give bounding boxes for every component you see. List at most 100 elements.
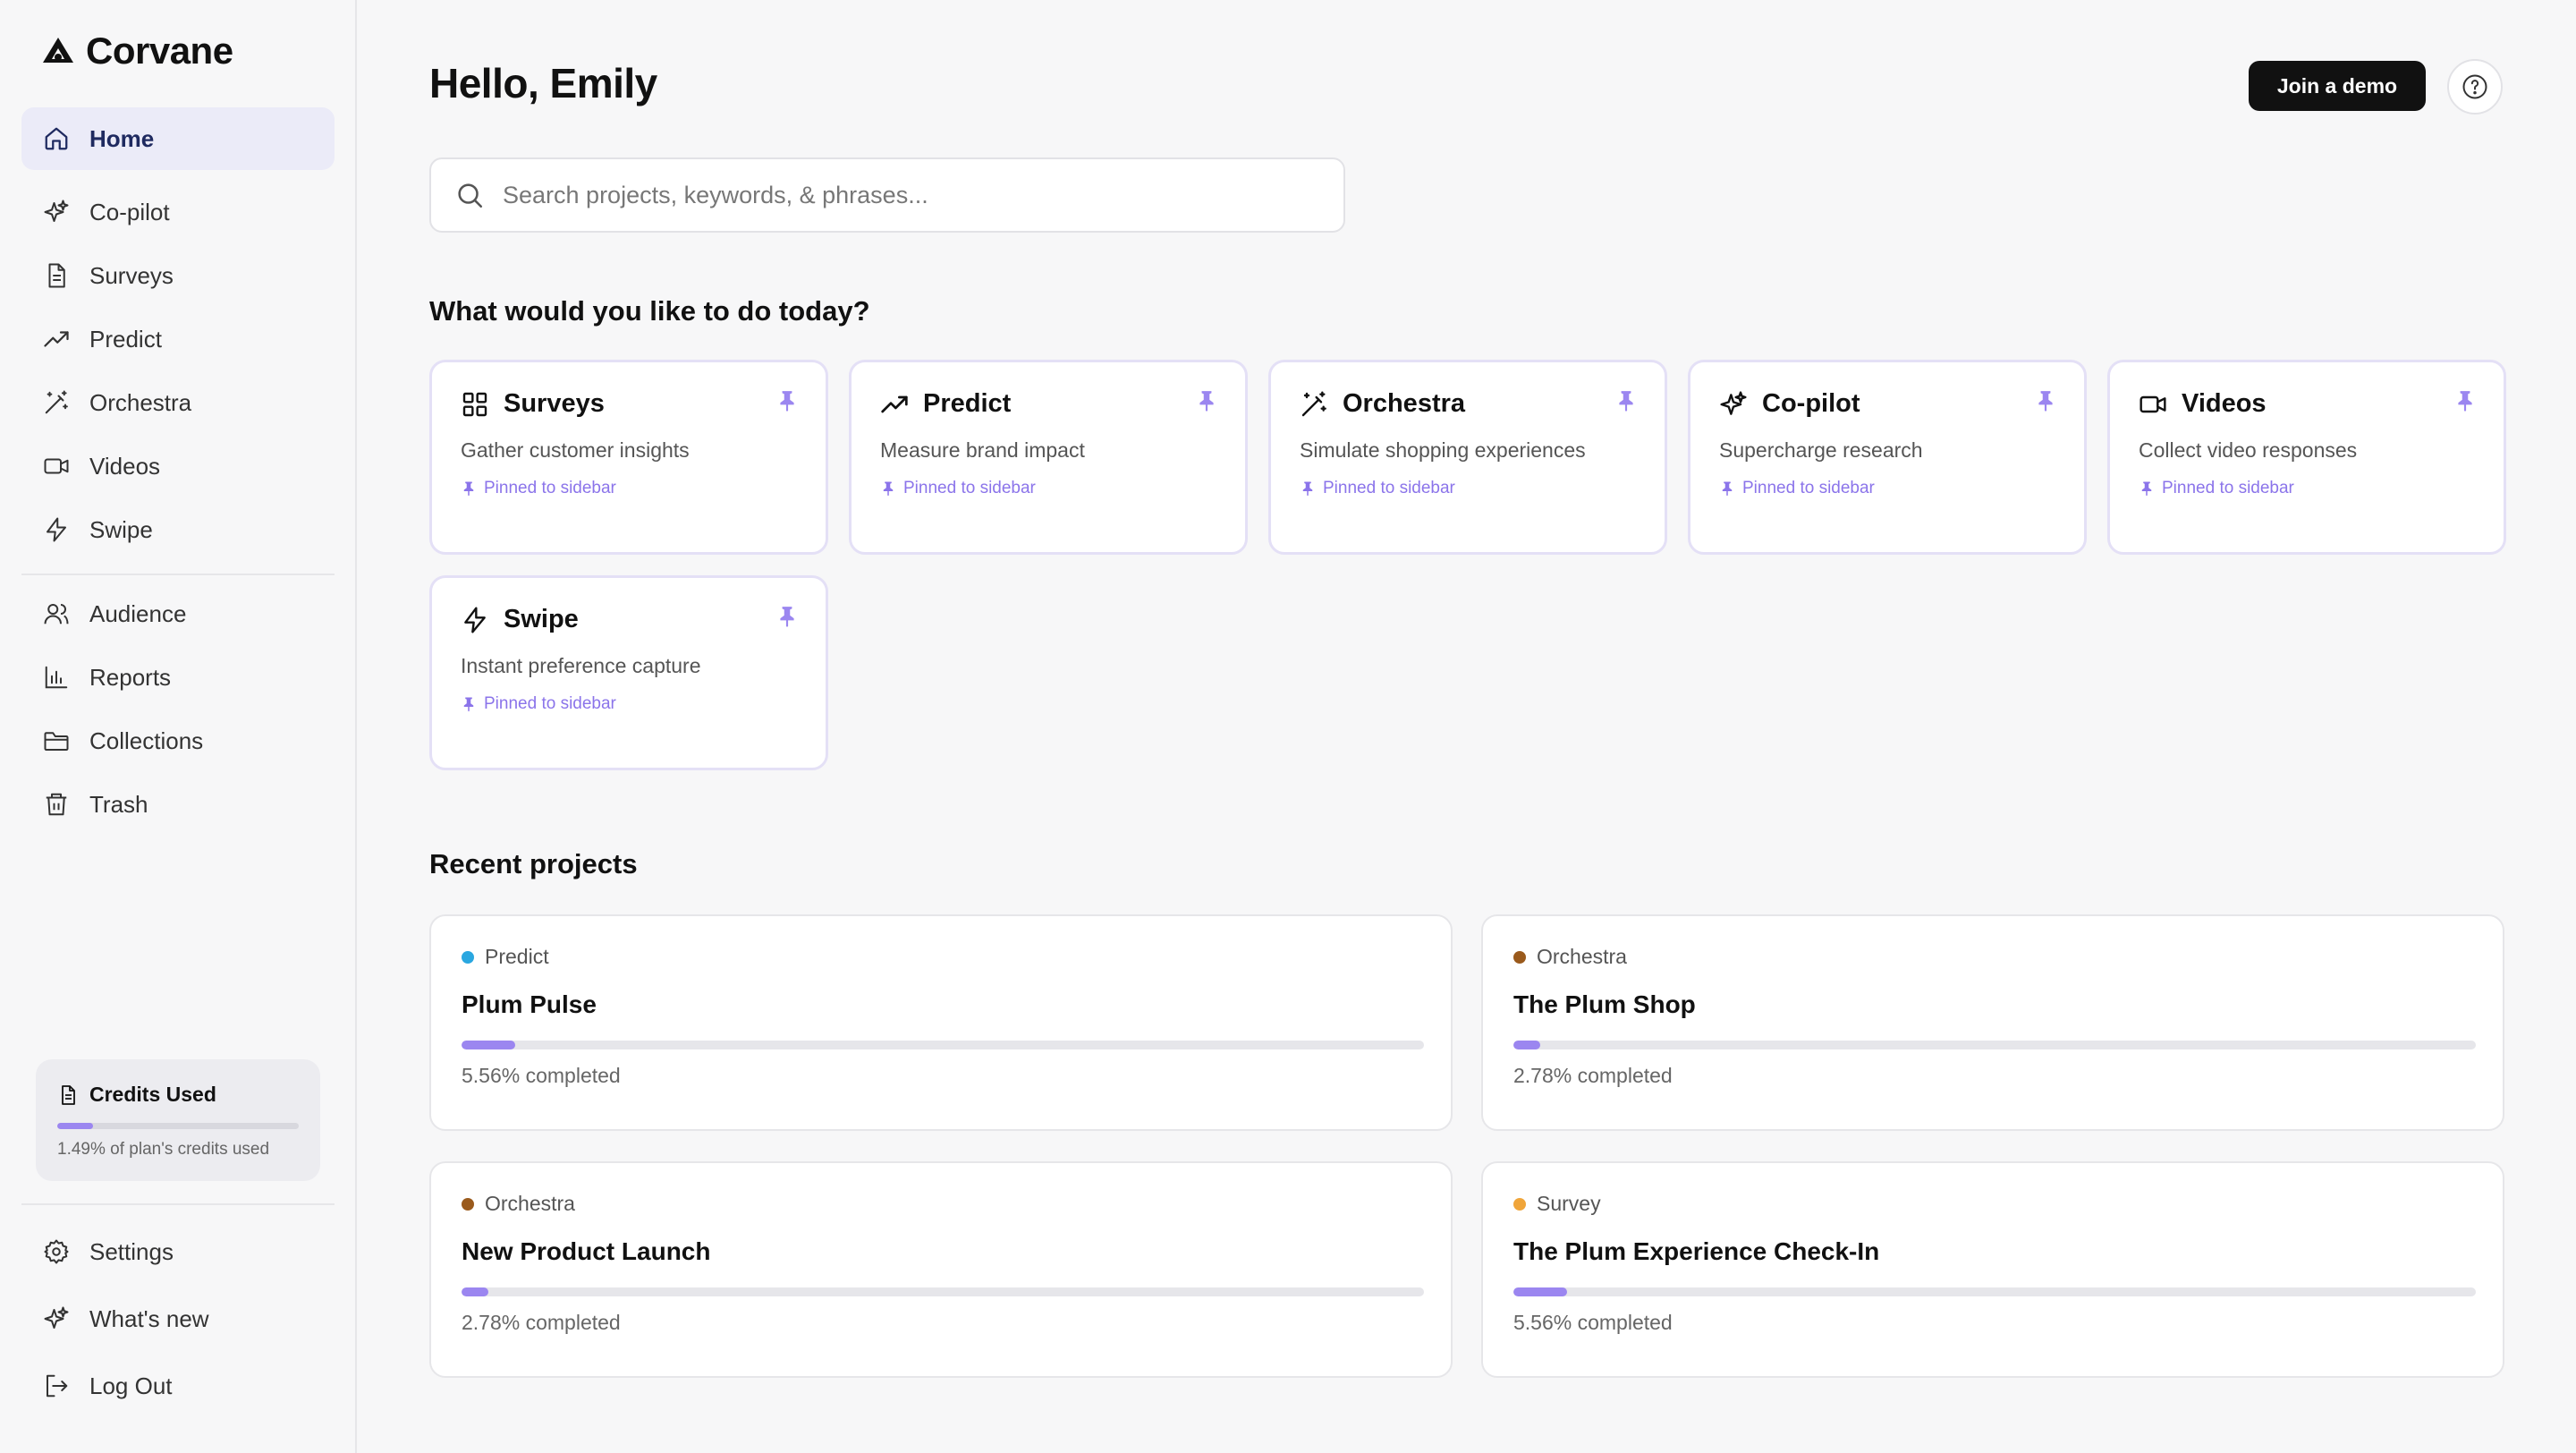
sidebar-item-settings[interactable]: Settings xyxy=(21,1219,335,1285)
tool-description: Simulate shopping experiences xyxy=(1300,438,1586,462)
pin-icon xyxy=(2141,481,2152,497)
project-card[interactable]: Predict Plum Pulse 5.56% completed xyxy=(429,914,1453,1131)
pinned-label: Pinned to sidebar xyxy=(1323,479,1455,497)
help-button[interactable] xyxy=(2447,59,2503,115)
sidebar-item-orchestra[interactable]: Orchestra xyxy=(21,371,335,434)
tool-name: Predict xyxy=(923,389,1012,418)
search-bar[interactable] xyxy=(429,157,1345,233)
magic-wand-icon xyxy=(1301,390,1326,416)
project-name: New Product Launch xyxy=(462,1237,711,1265)
pin-icon[interactable] xyxy=(1614,389,1638,412)
sidebar-item-log-out[interactable]: Log Out xyxy=(21,1353,335,1419)
project-progress-bar xyxy=(462,1287,1424,1296)
sidebar-item-whats-new[interactable]: What's new xyxy=(21,1286,335,1352)
lightning-icon xyxy=(47,517,66,542)
project-name: The Plum Shop xyxy=(1513,990,1696,1018)
project-progress-text: 5.56% completed xyxy=(462,1064,621,1087)
sidebar-item-co-pilot[interactable]: Co-pilot xyxy=(21,181,335,243)
join-demo-button[interactable]: Join a demo xyxy=(2249,61,2426,111)
trend-icon xyxy=(881,395,908,412)
sidebar-item-label: Videos xyxy=(89,452,161,480)
tool-name: Co-pilot xyxy=(1762,389,1860,418)
sidebar-item-label: Trash xyxy=(89,790,148,818)
tool-description: Collect video responses xyxy=(2139,438,2358,462)
search-icon xyxy=(458,183,483,208)
sidebar-item-label: Settings xyxy=(89,1237,174,1265)
project-progress-text: 2.78% completed xyxy=(462,1311,621,1334)
sidebar-item-label: Swipe xyxy=(89,515,153,543)
video-icon xyxy=(44,458,69,474)
pin-icon xyxy=(463,697,474,712)
tool-card-surveys[interactable]: Surveys Gather customer insights Pinned … xyxy=(429,360,828,555)
sidebar-divider xyxy=(21,1203,335,1205)
sidebar-item-predict[interactable]: Predict xyxy=(21,308,335,370)
tool-description: Gather customer insights xyxy=(461,438,690,462)
sidebar-item-label: What's new xyxy=(89,1304,209,1332)
tool-card-videos[interactable]: Videos Collect video responses Pinned to… xyxy=(2107,360,2506,555)
tool-description: Instant preference capture xyxy=(461,654,701,677)
project-progress-text: 2.78% completed xyxy=(1513,1064,1673,1087)
project-type: Orchestra xyxy=(462,1192,1420,1216)
project-type-label: Predict xyxy=(485,945,549,968)
project-progress-bar xyxy=(1513,1041,2476,1049)
logout-icon xyxy=(47,1374,68,1398)
project-type-label: Orchestra xyxy=(1537,945,1627,968)
corvane-logo-icon xyxy=(43,38,73,63)
sidebar-item-home[interactable]: Home xyxy=(21,107,335,170)
pinned-label: Pinned to sidebar xyxy=(1742,479,1875,497)
project-progress-bar xyxy=(462,1041,1424,1049)
project-card[interactable]: Orchestra New Product Launch 2.78% compl… xyxy=(429,1161,1453,1378)
sparkle-icon xyxy=(44,1306,69,1329)
sidebar-item-label: Log Out xyxy=(89,1372,173,1399)
sidebar-item-videos[interactable]: Videos xyxy=(21,435,335,497)
main-content: Hello, Emily Join a demo What would you … xyxy=(358,0,2576,1453)
pinned-status: Pinned to sidebar xyxy=(2139,479,2475,498)
trend-icon xyxy=(44,331,69,347)
sidebar-item-audience[interactable]: Audience xyxy=(21,582,335,645)
pin-icon[interactable] xyxy=(1195,389,1218,412)
credits-header: Credits Used xyxy=(57,1083,299,1107)
pinned-status: Pinned to sidebar xyxy=(880,479,1216,498)
sidebar-item-label: Audience xyxy=(89,599,187,627)
tool-card-co-pilot[interactable]: Co-pilot Supercharge research Pinned to … xyxy=(1688,360,2087,555)
pin-icon[interactable] xyxy=(2034,389,2057,412)
sidebar-divider xyxy=(21,574,335,575)
credits-card[interactable]: Credits Used 1.49% of plan's credits use… xyxy=(36,1059,320,1181)
document-icon xyxy=(62,1084,75,1105)
tool-description: Supercharge research xyxy=(1719,438,1923,462)
project-type: Orchestra xyxy=(1513,945,2472,969)
pinned-label: Pinned to sidebar xyxy=(484,479,616,497)
pin-icon xyxy=(1722,481,1733,497)
project-type-dot xyxy=(1513,1197,1526,1211)
credits-progress-fill xyxy=(57,1123,94,1129)
project-type-label: Survey xyxy=(1537,1192,1601,1215)
pin-icon[interactable] xyxy=(775,605,799,628)
pin-icon[interactable] xyxy=(2453,389,2477,412)
magic-wand-icon xyxy=(45,390,68,414)
tool-description: Measure brand impact xyxy=(880,438,1085,462)
tool-card-swipe[interactable]: Swipe Instant preference capture Pinned … xyxy=(429,575,828,770)
sidebar-item-surveys[interactable]: Surveys xyxy=(21,244,335,307)
sparkle-icon xyxy=(1720,390,1747,415)
sidebar-item-collections[interactable]: Collections xyxy=(21,710,335,772)
project-type: Predict xyxy=(462,945,1420,969)
project-type-dot xyxy=(462,1197,474,1211)
sidebar-item-trash[interactable]: Trash xyxy=(21,773,335,836)
tool-card-orchestra[interactable]: Orchestra Simulate shopping experiences … xyxy=(1268,360,1667,555)
sidebar-item-label: Home xyxy=(89,124,155,152)
pinned-label: Pinned to sidebar xyxy=(903,479,1036,497)
tool-card-predict[interactable]: Predict Measure brand impact Pinned to s… xyxy=(849,360,1248,555)
brand-logo[interactable]: Corvane xyxy=(41,29,233,73)
search-input[interactable] xyxy=(503,181,1308,209)
tool-name: Videos xyxy=(2182,389,2267,418)
footer-nav: Settings What's new Log Out xyxy=(21,1219,335,1420)
project-card[interactable]: Survey The Plum Experience Check-In 5.56… xyxy=(1481,1161,2504,1378)
project-card[interactable]: Orchestra The Plum Shop 2.78% completed xyxy=(1481,914,2504,1131)
bar-chart-icon xyxy=(45,666,68,689)
sidebar-item-swipe[interactable]: Swipe xyxy=(21,498,335,561)
pin-icon[interactable] xyxy=(775,389,799,412)
pinned-status: Pinned to sidebar xyxy=(1300,479,1636,498)
home-icon xyxy=(45,127,68,150)
sparkle-icon xyxy=(44,200,69,222)
sidebar-item-reports[interactable]: Reports xyxy=(21,646,335,709)
